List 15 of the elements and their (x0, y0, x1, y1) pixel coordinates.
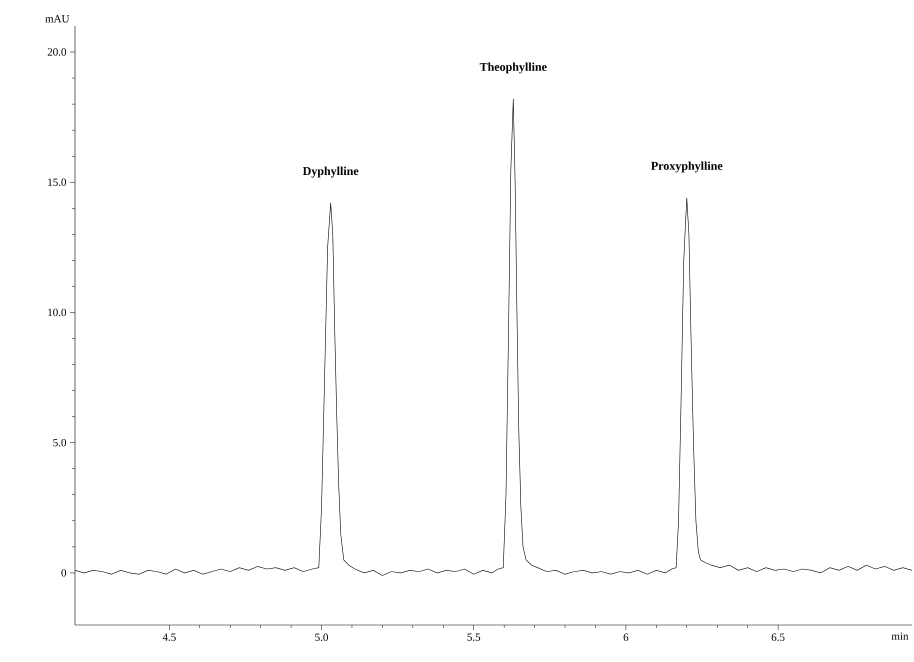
x-tick-label: 6.5 (772, 634, 785, 641)
annotation: Proxyphylline (651, 161, 722, 172)
y-tick-label: 20.0 (48, 48, 66, 56)
annotation: Theophylline (480, 62, 547, 74)
y-axis-title: mAU (45, 15, 70, 22)
x-tick-label: 6 (624, 634, 628, 641)
y-tick-label: 0 (61, 569, 66, 577)
x-tick-label: 5.0 (315, 634, 328, 641)
y-tick-label: 15.0 (48, 178, 66, 186)
y-tick-label: 5.0 (53, 438, 66, 446)
y-tick-label: 10.0 (48, 308, 66, 316)
x-tick-label: 5.5 (467, 634, 480, 641)
x-tick-label: 4.5 (162, 634, 176, 641)
x-axis-title: min (892, 632, 908, 640)
annotation: Dyphylline (302, 166, 358, 178)
